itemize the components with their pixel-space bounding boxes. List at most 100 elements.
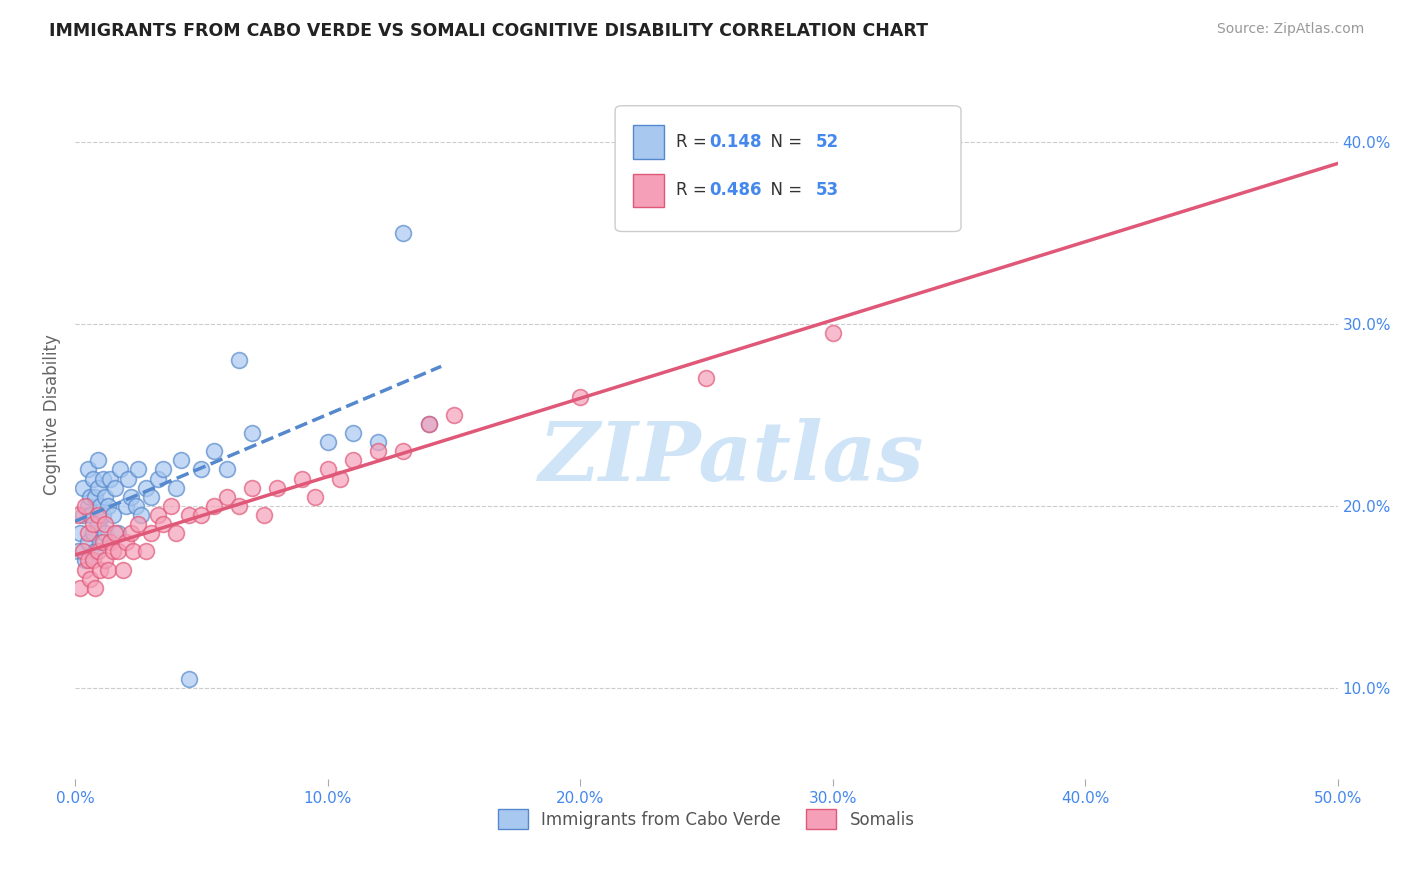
Point <box>72 508 94 522</box>
Point <box>152 462 174 476</box>
Point <box>266 481 288 495</box>
Point <box>76 526 98 541</box>
Point <box>228 499 250 513</box>
Point <box>177 672 200 686</box>
Text: N =: N = <box>759 181 807 200</box>
Point <box>104 526 127 541</box>
Text: ZIPatlas: ZIPatlas <box>538 418 924 499</box>
Text: R =: R = <box>676 133 711 152</box>
Point <box>84 544 107 558</box>
Point <box>94 526 117 541</box>
Point <box>69 581 91 595</box>
Point <box>97 563 120 577</box>
Point <box>190 508 212 522</box>
Point <box>76 462 98 476</box>
Y-axis label: Cognitive Disability: Cognitive Disability <box>44 334 60 495</box>
Point <box>69 526 91 541</box>
Text: N =: N = <box>759 133 807 152</box>
Point <box>117 471 139 485</box>
Point <box>240 481 263 495</box>
Point <box>84 490 107 504</box>
Point <box>101 544 124 558</box>
Point <box>91 471 114 485</box>
Point <box>240 425 263 440</box>
Point <box>202 444 225 458</box>
Point <box>76 535 98 549</box>
Point <box>215 462 238 476</box>
Point <box>98 471 121 485</box>
Text: 0.486: 0.486 <box>710 181 762 200</box>
Point <box>98 535 121 549</box>
Point <box>104 481 127 495</box>
Point <box>120 526 142 541</box>
Point <box>160 499 183 513</box>
Point <box>87 508 110 522</box>
Point <box>101 508 124 522</box>
Point <box>66 508 89 522</box>
Point <box>87 516 110 531</box>
Point <box>87 544 110 558</box>
Point <box>215 490 238 504</box>
Point <box>392 444 415 458</box>
Point <box>228 353 250 368</box>
Text: 0.148: 0.148 <box>710 133 762 152</box>
Point <box>135 481 157 495</box>
Point <box>569 390 592 404</box>
Point <box>139 490 162 504</box>
Point <box>170 453 193 467</box>
Point <box>82 526 104 541</box>
Point <box>148 508 170 522</box>
Point <box>148 471 170 485</box>
Point <box>114 499 136 513</box>
Point <box>84 581 107 595</box>
Point <box>135 544 157 558</box>
Point <box>304 490 326 504</box>
Legend: Immigrants from Cabo Verde, Somalis: Immigrants from Cabo Verde, Somalis <box>492 803 921 836</box>
Point <box>114 535 136 549</box>
Point <box>75 563 97 577</box>
Text: 52: 52 <box>815 133 839 152</box>
Point <box>129 508 152 522</box>
Point <box>821 326 844 340</box>
Point <box>329 471 352 485</box>
Text: 53: 53 <box>815 181 839 200</box>
Point <box>110 462 132 476</box>
Point <box>122 544 145 558</box>
Point <box>418 417 440 431</box>
Point <box>139 526 162 541</box>
Point <box>291 471 314 485</box>
Point <box>89 535 111 549</box>
Point <box>111 563 134 577</box>
Point <box>190 462 212 476</box>
Point <box>82 516 104 531</box>
Point <box>367 444 389 458</box>
Point <box>177 508 200 522</box>
Point <box>89 563 111 577</box>
Point <box>316 462 339 476</box>
Point <box>253 508 276 522</box>
Point <box>127 462 149 476</box>
Point <box>342 425 364 440</box>
Point <box>94 490 117 504</box>
Point <box>418 417 440 431</box>
Point <box>342 453 364 467</box>
Point <box>66 544 89 558</box>
Point <box>392 226 415 240</box>
Point <box>75 499 97 513</box>
Text: R =: R = <box>676 181 711 200</box>
Point <box>120 490 142 504</box>
Point <box>75 553 97 567</box>
Point <box>165 526 187 541</box>
Point <box>107 544 129 558</box>
Point <box>87 453 110 467</box>
Point <box>316 435 339 450</box>
Point <box>79 490 101 504</box>
Point <box>82 553 104 567</box>
Point <box>91 508 114 522</box>
Point <box>94 553 117 567</box>
Point <box>91 535 114 549</box>
Point <box>97 499 120 513</box>
Point <box>76 553 98 567</box>
Point <box>79 572 101 586</box>
Point <box>367 435 389 450</box>
